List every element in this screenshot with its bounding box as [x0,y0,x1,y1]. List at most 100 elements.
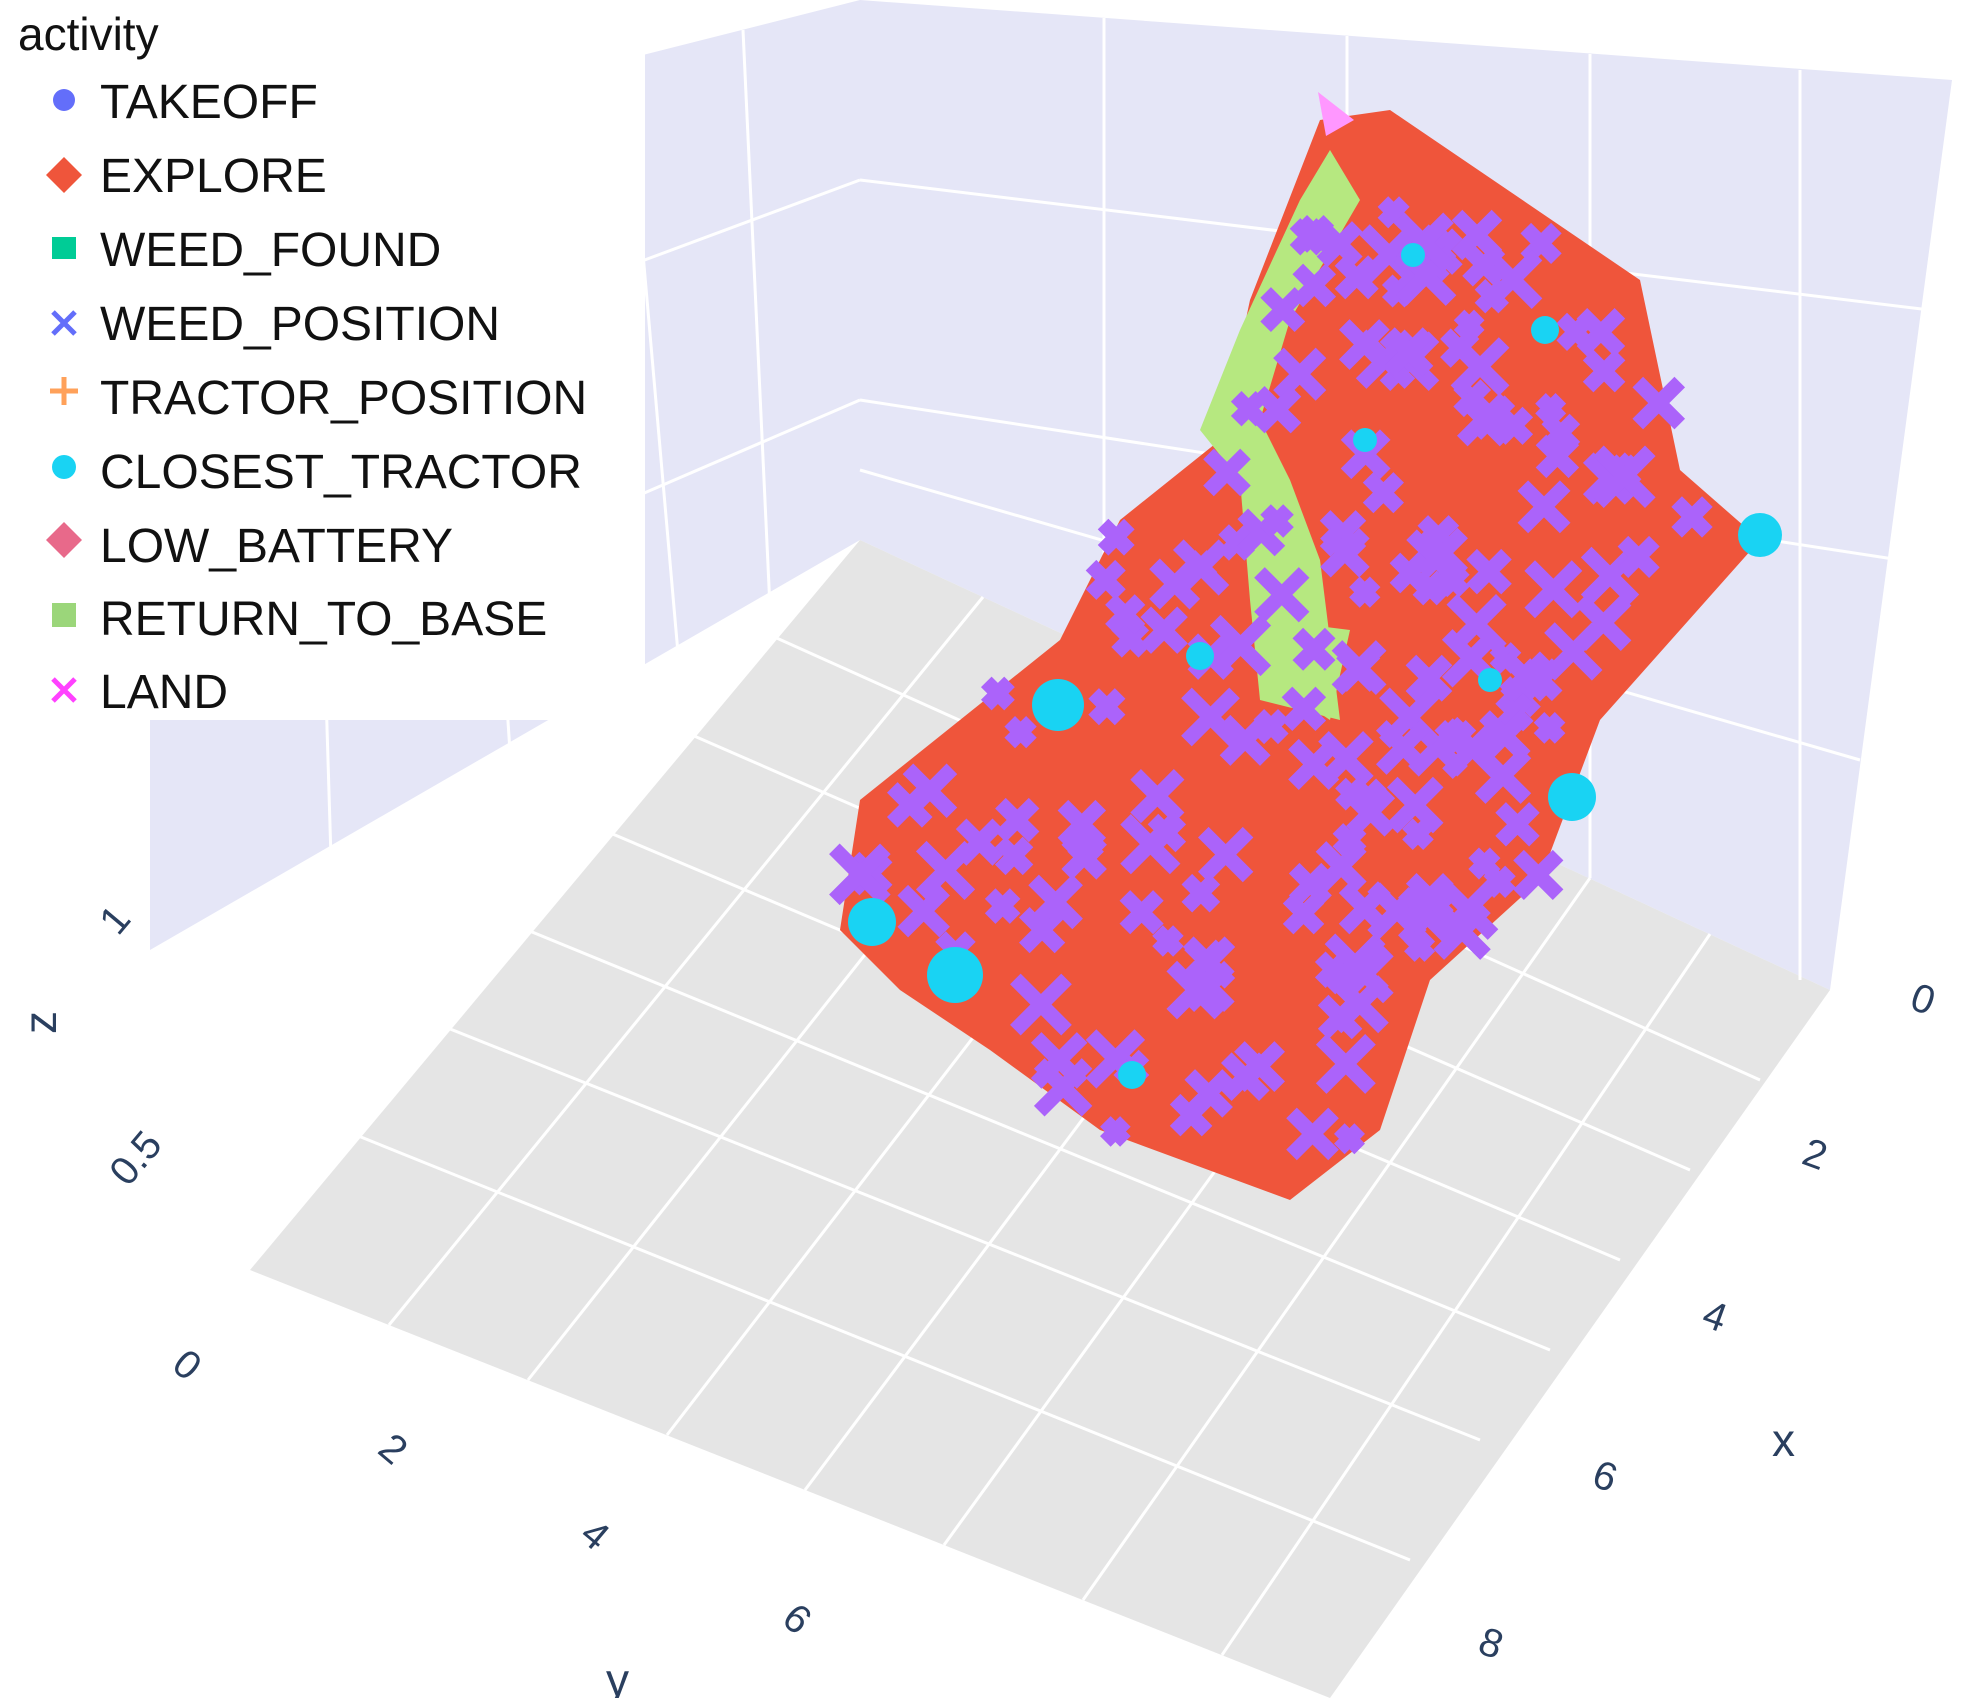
weed-position-marker [1417,527,1468,579]
y-tick-label: 6 [774,1595,819,1643]
legend-marker-land [51,677,77,703]
weed-position-marker [1331,640,1387,695]
weed-position-marker [955,818,1004,866]
weed-position-marker [1296,215,1335,253]
weed-position-marker [1500,651,1551,702]
weed-position-marker [1219,714,1271,766]
weed-position-marker [1281,686,1327,732]
weed-position-marker [1582,349,1626,393]
legend-item-land[interactable]: LAND [51,666,228,719]
weed-position-marker [1513,849,1564,901]
return-to-base-region [1200,150,1360,720]
weed-position-marker [1334,1123,1365,1155]
weed-position-marker [1402,818,1434,850]
closest-tractor-marker [927,947,983,1003]
weed-position-marker [1184,939,1227,982]
weed-position-marker [1470,395,1516,440]
legend-marker-takeoff [53,89,75,111]
legend-title: activity [18,8,159,60]
weed-position-marker [1483,249,1543,309]
legend-label-closest-tractor: CLOSEST_TRACTOR [100,446,582,499]
weed-position-marker [1169,1093,1213,1137]
legend-item-tractor-position[interactable]: TRACTOR_POSITION [50,372,587,425]
legend-item-low-battery[interactable]: LOW_BATTERY [46,520,453,573]
weed-position-marker [1100,1116,1131,1147]
weed-position-marker [1209,614,1272,677]
weed-position-marker [1349,576,1381,608]
weed-position-marker [1230,391,1267,427]
weed-position-marker [1097,518,1135,556]
weed-position-marker [1404,930,1436,962]
weed-position-marker [1362,472,1404,514]
weed-position-marker [1495,802,1540,847]
weed-position-marker [1453,309,1485,341]
land-marker [1318,92,1354,136]
legend-marker-explore [46,157,82,193]
weed-position-marker [1332,823,1367,858]
legend-marker-tractor-position [50,377,78,405]
weed-position-marker [1033,1058,1093,1117]
closest-tractor-marker [1548,773,1596,821]
weed-position-marker [995,797,1040,843]
weed-position-marker [1105,594,1146,635]
weed-position-marker [1593,445,1656,509]
legend-item-closest-tractor[interactable]: CLOSEST_TRACTOR [52,446,582,499]
weed-position-marker [1140,606,1188,654]
closest-tractor-marker [1478,668,1502,692]
weed-position-marker [1152,925,1184,957]
legend-label-weed-position: WEED_POSITION [100,298,500,351]
weed-position-marker [1442,718,1503,779]
weed-position-marker [1335,777,1368,811]
weed-position-marker [1632,376,1686,430]
legend-item-weed-position[interactable]: WEED_POSITION [51,298,500,351]
weed-position-marker [1338,319,1390,370]
legend-item-return-to-base[interactable]: RETURN_TO_BASE [52,593,547,646]
closest-tractor-marker [1186,642,1214,670]
weed-position-marker [1288,862,1332,906]
weed-position-marker [1386,776,1444,834]
legend-item-takeoff[interactable]: TAKEOFF [53,76,318,129]
weed-position-marker [984,888,1021,924]
legend-marker-return-to-base [52,603,76,627]
return-to-base-region-2 [1270,620,1350,720]
legend-marker-weed-position [51,310,77,336]
weed-position-marker [1010,973,1072,1036]
closest-tractor-marker [1738,513,1782,557]
legend-marker-closest-tractor [52,455,76,479]
x-tick-label: 6 [1587,1452,1623,1501]
legend-item-explore[interactable]: EXPLORE [46,150,327,203]
weed-position-marker [1273,347,1327,401]
weed-position-marker [1172,539,1230,596]
x-tick-label: 4 [1697,1292,1733,1341]
weed-position-marker [1340,429,1391,480]
y-axis-title: y [606,1654,629,1698]
weed-position-marker [1541,413,1581,453]
weed-position-marker [1582,452,1636,505]
weed-position-marker [1119,890,1164,935]
weed-position-marker [1198,826,1254,883]
legend-item-weed-found[interactable]: WEED_FOUND [52,224,441,277]
legend-label-tractor-position: TRACTOR_POSITION [100,372,587,425]
x-axis-title: x [1772,1414,1795,1466]
weed-position-marker [1088,688,1126,726]
weed-position-marker [1405,654,1453,702]
weed-position-marker [1147,813,1187,853]
closest-tractor-marker [1032,679,1084,731]
legend-label-land: LAND [100,666,228,719]
weed-position-marker [1067,825,1104,863]
closest-tractor-marker [848,898,896,946]
weed-position-marker [1533,712,1566,744]
weed-position-marker [1085,559,1126,600]
weed-position-marker [1253,386,1302,434]
weed-position-marker [1316,221,1363,268]
legend: activity TAKEOFF EXPLORE WEED_FOUND WEED… [0,8,645,720]
weed-position-marker [1412,570,1448,606]
z-tick-label: 1 [91,897,139,942]
y-tick-label: 0 [164,1341,209,1389]
weed-position-marker [1130,769,1185,824]
closest-tractor-markers [848,243,1782,1089]
weed-position-marker [1384,327,1434,377]
weed-position-marker [1282,892,1325,935]
weed-position-marker [1181,687,1240,747]
weed-position-marker [980,676,1015,711]
